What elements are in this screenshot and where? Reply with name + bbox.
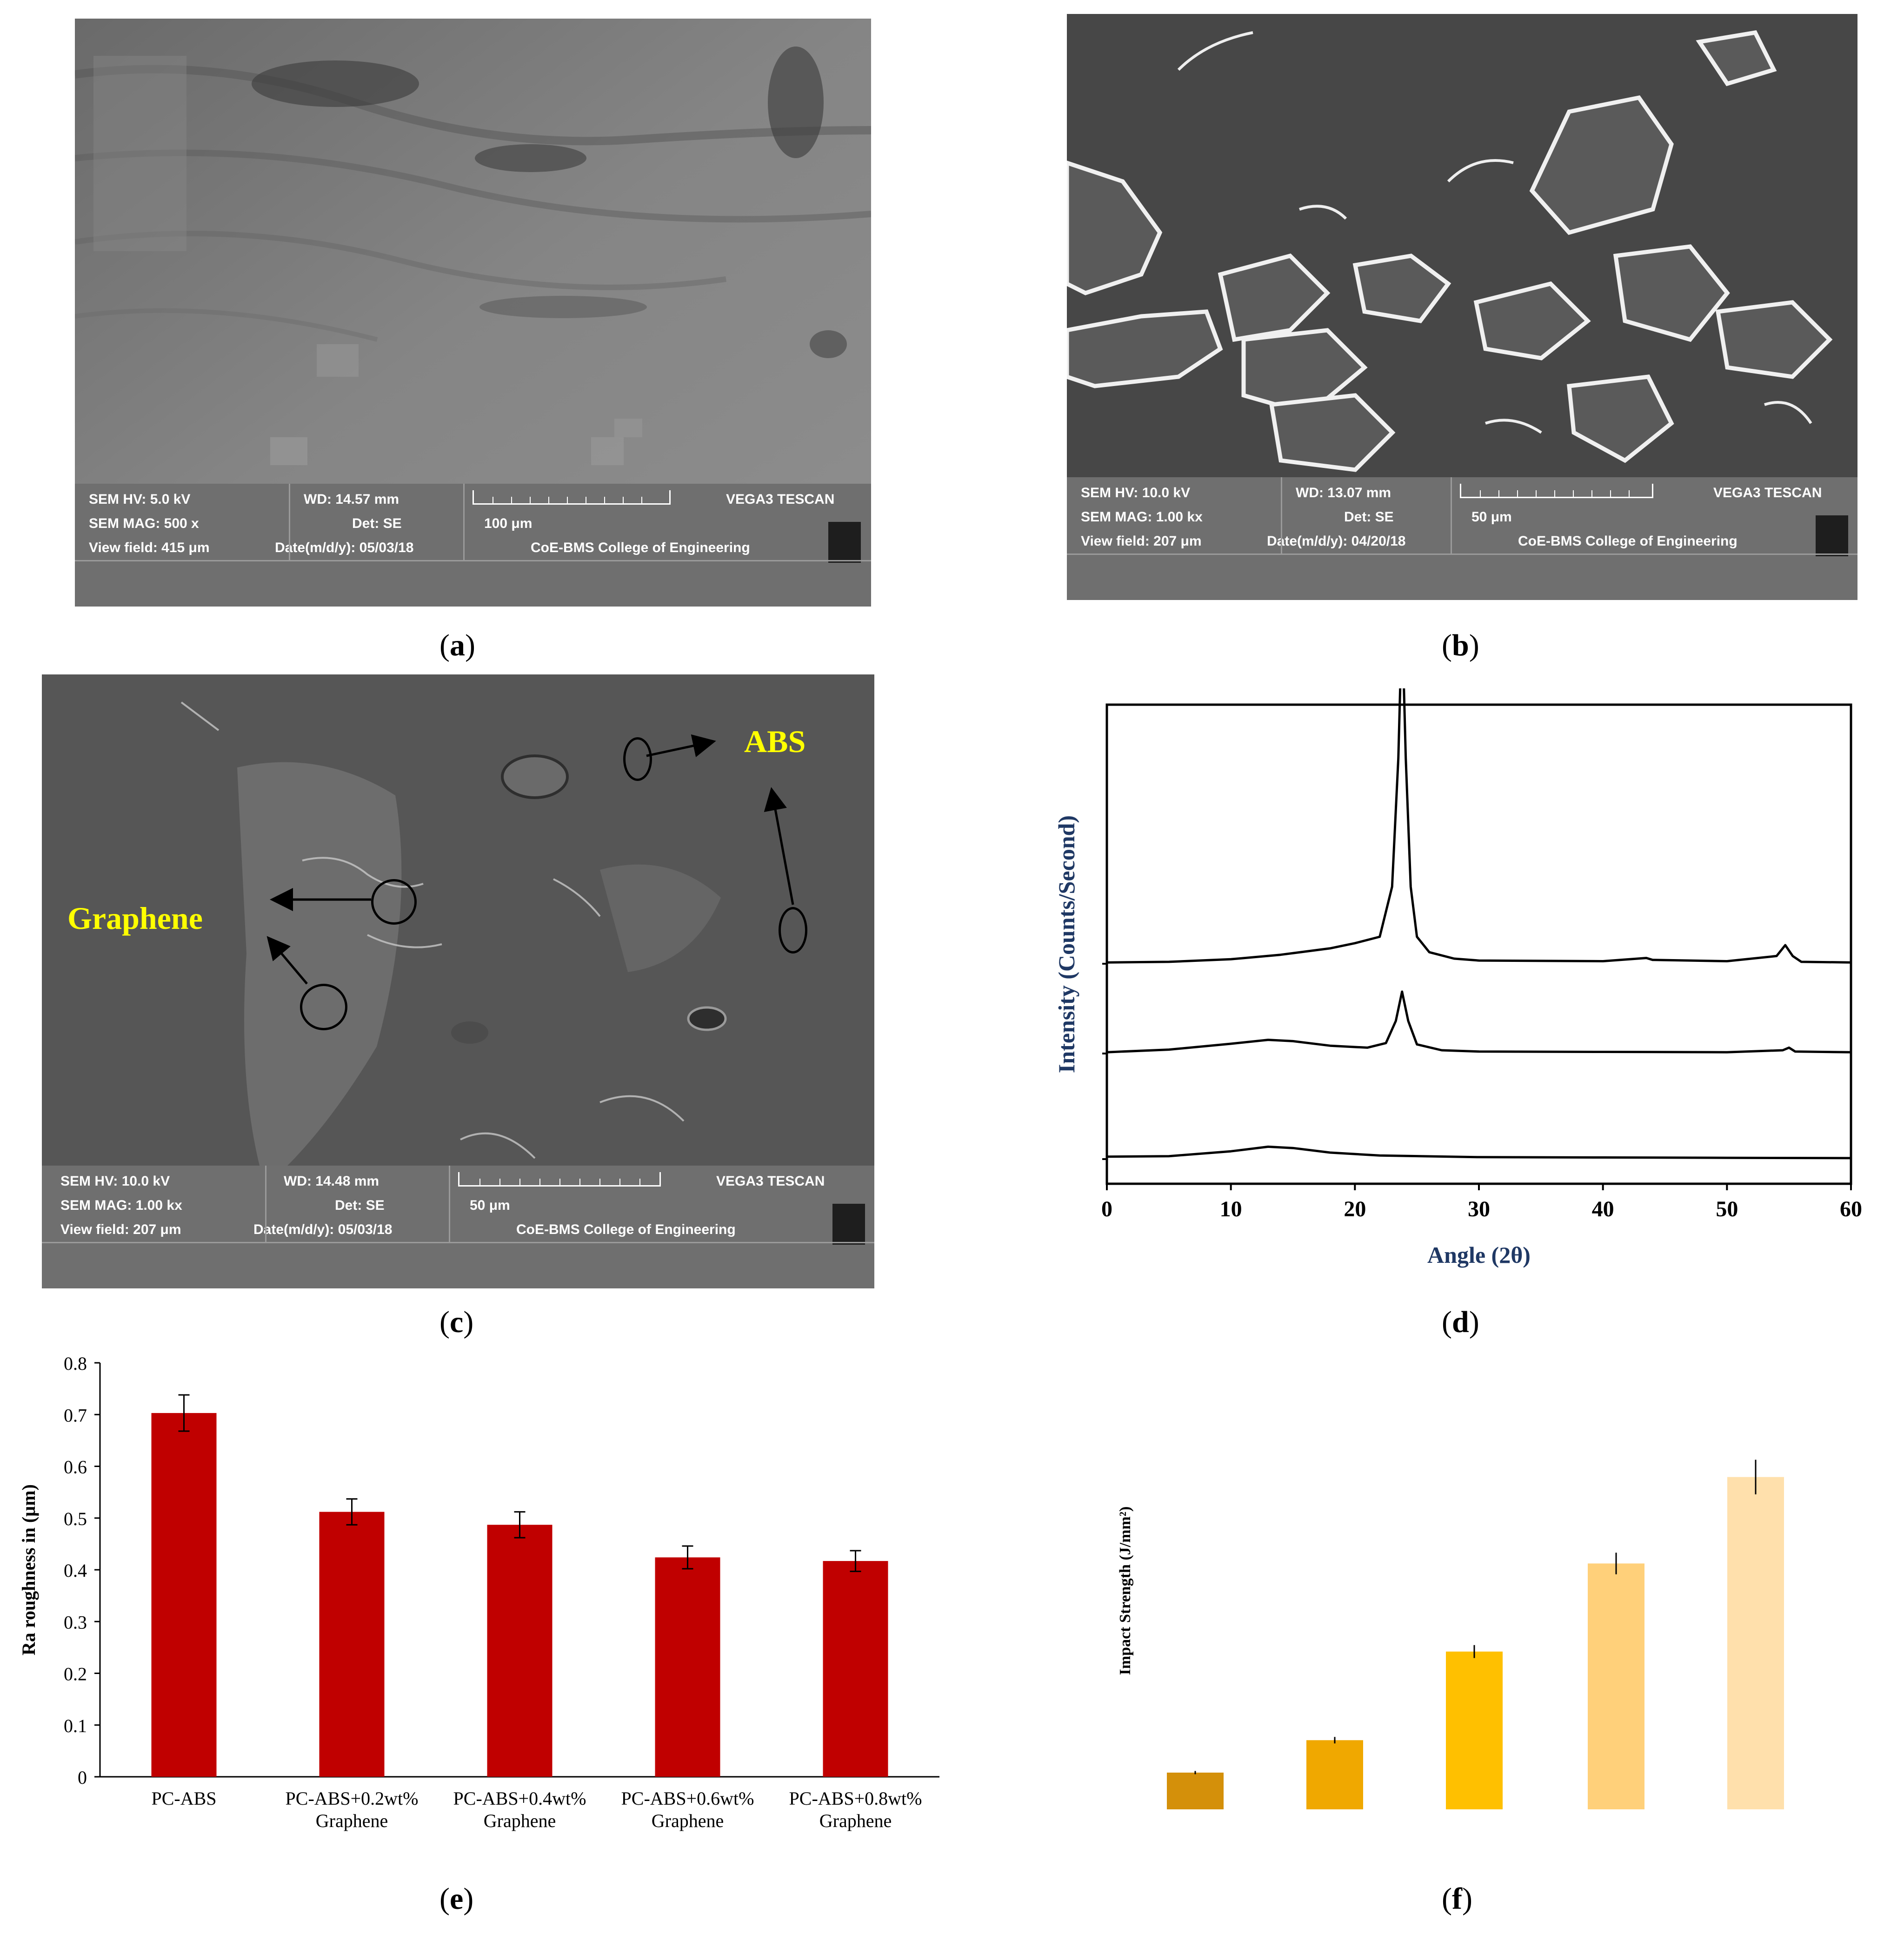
y-tick-label: 0.2 bbox=[64, 1664, 87, 1685]
xrd-series-line bbox=[1106, 1145, 1851, 1160]
tescan-logo bbox=[1816, 515, 1848, 556]
sem-hv: SEM HV: 5.0 kV bbox=[89, 492, 191, 507]
x-category-label: Graphene bbox=[652, 1810, 724, 1831]
y-tick-label: 0.5 bbox=[64, 1508, 87, 1529]
annotation-circle-graphene-2 bbox=[300, 984, 347, 1030]
tescan-logo bbox=[832, 1204, 865, 1245]
roughness-bar bbox=[151, 1413, 217, 1777]
y-tick-label: 0 bbox=[78, 1767, 87, 1788]
sem-scale-label: 50 μm bbox=[470, 1198, 510, 1213]
sem-wd: WD: 14.57 mm bbox=[304, 492, 399, 507]
roughness-chart: 0 0.1 0.2 0.3 0.4 0.5 0.6 0.7 0.8 Ra roughness in… bbox=[18, 1353, 939, 1831]
roughness-bar bbox=[823, 1561, 888, 1777]
y-tick-label: 0.8 bbox=[64, 1353, 87, 1374]
impact-bar bbox=[1588, 1563, 1644, 1809]
sem-view-field: View field: 207 μm bbox=[1081, 534, 1202, 549]
y-axis-label: Ra roughness in (µm) bbox=[18, 1484, 39, 1655]
sem-brand: VEGA3 TESCAN bbox=[716, 1174, 825, 1189]
x-tick-label: 40 bbox=[1592, 1197, 1614, 1221]
sem-brand: VEGA3 TESCAN bbox=[1713, 485, 1822, 500]
annotation-circle-abs-1 bbox=[623, 737, 652, 781]
sem-lab: CoE-BMS College of Engineering bbox=[531, 540, 750, 555]
sem-det: Det: SE bbox=[335, 1198, 385, 1213]
y-tick-label: 0.4 bbox=[64, 1560, 87, 1581]
x-tick-label: 20 bbox=[1344, 1197, 1366, 1221]
y-tick-label: 0.6 bbox=[64, 1457, 87, 1478]
roughness-bar bbox=[655, 1557, 720, 1777]
impact-bar bbox=[1727, 1477, 1784, 1809]
x-axis-label: Angle (2θ) bbox=[1427, 1242, 1531, 1268]
sem-det: Det: SE bbox=[352, 516, 402, 531]
sem-date: Date(m/d/y): 05/03/18 bbox=[275, 540, 414, 555]
sem-mag: SEM MAG: 500 x bbox=[89, 516, 199, 531]
sem-lab: CoE-BMS College of Engineering bbox=[516, 1222, 736, 1237]
y-tick-label: 0.1 bbox=[64, 1715, 87, 1736]
caption-b: (b) bbox=[1442, 628, 1479, 662]
sem-scale-bar bbox=[473, 490, 671, 505]
sem-view-field: View field: 207 μm bbox=[60, 1222, 181, 1237]
label-graphene: Graphene bbox=[67, 900, 203, 936]
impact-bar bbox=[1167, 1773, 1224, 1809]
sem-scale-label: 100 μm bbox=[484, 516, 533, 531]
sem-det: Det: SE bbox=[1344, 509, 1394, 525]
x-tick-label: 0 bbox=[1101, 1197, 1112, 1221]
caption-e: (e) bbox=[439, 1882, 474, 1916]
sem-image-c: ABS Graphene SEM HV: 10.0 kV WD: 14.48 m… bbox=[42, 674, 874, 1288]
sem-info-bar-a: SEM HV: 5.0 kV WD: 14.57 mm VEGA3 TESCAN… bbox=[75, 484, 871, 607]
sem-scale-label: 50 μm bbox=[1471, 509, 1512, 525]
sem-view-field: View field: 415 μm bbox=[89, 540, 210, 555]
caption-a: (a) bbox=[439, 628, 475, 662]
xrd-chart: 0 10 20 30 40 50 60 Angle (2θ) Intensity (Counts… bbox=[1053, 688, 1862, 1268]
annotation-circle-abs-2 bbox=[779, 907, 807, 954]
x-category-label: Graphene bbox=[316, 1810, 388, 1831]
sem-brand: VEGA3 TESCAN bbox=[726, 492, 835, 507]
annotation-arrows bbox=[266, 734, 794, 985]
xrd-series-line bbox=[1106, 688, 1851, 964]
x-tick-label: 60 bbox=[1840, 1197, 1862, 1221]
y-axis-label: Intensity (Counts/Second) bbox=[1053, 815, 1079, 1073]
tescan-logo bbox=[828, 522, 861, 563]
x-tick-label: 10 bbox=[1220, 1197, 1242, 1221]
sem-hv: SEM HV: 10.0 kV bbox=[60, 1174, 170, 1189]
x-category-label: PC-ABS+0.8wt% bbox=[789, 1788, 922, 1809]
xrd-series-line bbox=[1106, 990, 1851, 1054]
caption-c: (c) bbox=[439, 1305, 474, 1339]
x-category-label: PC-ABS bbox=[151, 1788, 216, 1809]
sem-date: Date(m/d/y): 05/03/18 bbox=[253, 1222, 393, 1237]
sem-image-b: SEM HV: 10.0 kV WD: 13.07 mm VEGA3 TESCA… bbox=[1067, 14, 1857, 600]
caption-d: (d) bbox=[1442, 1305, 1479, 1339]
x-category-label: Graphene bbox=[819, 1810, 892, 1831]
sem-scale-bar bbox=[1460, 484, 1653, 498]
sem-wd: WD: 13.07 mm bbox=[1296, 485, 1391, 500]
sem-mag: SEM MAG: 1.00 kx bbox=[60, 1198, 182, 1213]
impact-strength-chart: Impact Strength (J/mm²) bbox=[1117, 1460, 1784, 1809]
y-tick-label: 0.3 bbox=[64, 1612, 87, 1633]
x-category-label: Graphene bbox=[484, 1810, 556, 1831]
x-tick-label: 50 bbox=[1716, 1197, 1738, 1221]
roughness-bar bbox=[487, 1525, 553, 1777]
sem-image-a: SEM HV: 5.0 kV WD: 14.57 mm VEGA3 TESCAN… bbox=[75, 19, 871, 607]
sem-info-bar-b: SEM HV: 10.0 kV WD: 13.07 mm VEGA3 TESCA… bbox=[1067, 477, 1857, 600]
plot-frame bbox=[1105, 703, 1852, 1185]
y-tick-label: 0.7 bbox=[64, 1405, 87, 1426]
sem-lab: CoE-BMS College of Engineering bbox=[1518, 534, 1738, 549]
label-abs: ABS bbox=[744, 724, 806, 759]
sem-mag: SEM MAG: 1.00 kx bbox=[1081, 509, 1203, 525]
roughness-bar bbox=[319, 1512, 385, 1777]
y-axis-label: Impact Strength (J/mm²) bbox=[1117, 1507, 1134, 1675]
sem-wd: WD: 14.48 mm bbox=[284, 1174, 379, 1189]
caption-f: (f) bbox=[1442, 1882, 1472, 1916]
impact-bar bbox=[1446, 1651, 1503, 1809]
impact-bar bbox=[1306, 1740, 1363, 1809]
x-category-label: PC-ABS+0.2wt% bbox=[286, 1788, 419, 1809]
sem-scale-bar bbox=[458, 1172, 661, 1187]
sem-date: Date(m/d/y): 04/20/18 bbox=[1267, 534, 1406, 549]
x-tick-label: 30 bbox=[1468, 1197, 1490, 1221]
x-category-label: PC-ABS+0.6wt% bbox=[621, 1788, 754, 1809]
sem-hv: SEM HV: 10.0 kV bbox=[1081, 485, 1191, 500]
sem-info-bar-c: SEM HV: 10.0 kV WD: 14.48 mm VEGA3 TESCA… bbox=[42, 1166, 874, 1288]
x-category-label: PC-ABS+0.4wt% bbox=[453, 1788, 586, 1809]
annotation-circle-graphene-1 bbox=[371, 879, 417, 925]
